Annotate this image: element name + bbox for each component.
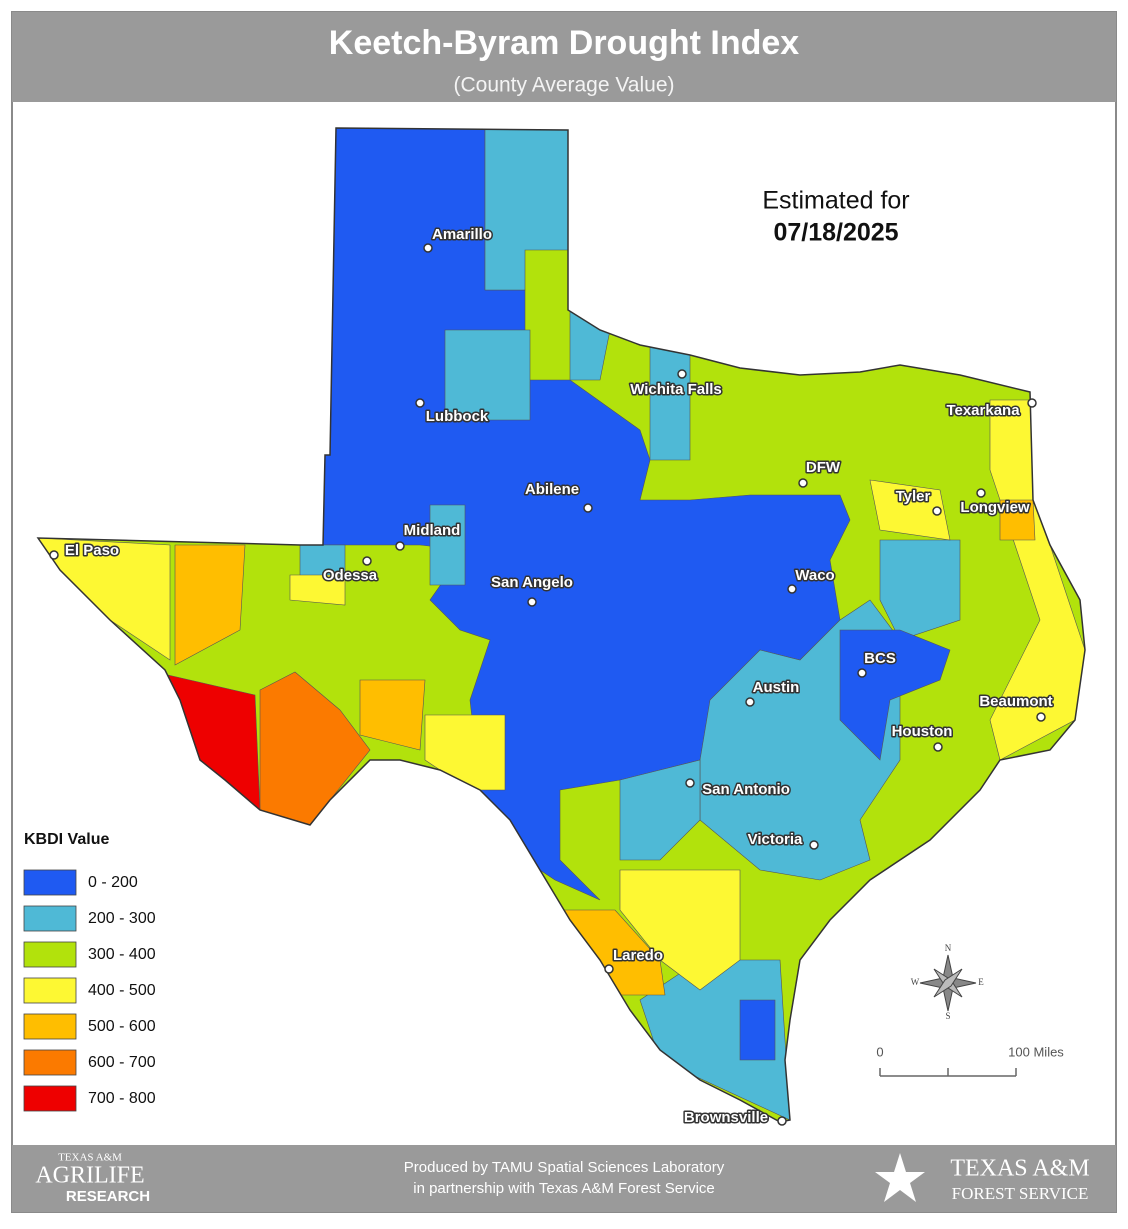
star-logo [875, 1153, 925, 1202]
city-dot [604, 964, 614, 974]
drought-region [484, 128, 571, 291]
legend-swatch [23, 1049, 77, 1076]
drought-region [839, 629, 951, 761]
logo-text: RESEARCH [66, 1188, 150, 1205]
city-label: Victoria [748, 831, 803, 848]
city-label: Lubbock [426, 408, 489, 425]
legend-label: 500 - 600 [88, 1018, 156, 1035]
drought-region [174, 544, 246, 666]
legend-swatch [23, 977, 77, 1004]
city-label: San Angelo [491, 574, 573, 591]
subtitle: (County Average Value) [453, 74, 674, 97]
city-dot [49, 550, 59, 560]
legend-swatch [23, 941, 77, 968]
drought-region [649, 344, 691, 461]
city-dot [933, 742, 943, 752]
city-label: San Antonio [702, 781, 790, 798]
compass-n: N [945, 943, 952, 953]
city-label: El Paso [65, 542, 119, 559]
city-dot [745, 697, 755, 707]
city-label: BCS [864, 650, 896, 667]
city-label: Brownsville [684, 1109, 768, 1126]
legend-swatch [23, 1013, 77, 1040]
city-dot [1027, 398, 1037, 408]
city-dot [787, 584, 797, 594]
city-label: Abilene [525, 481, 579, 498]
legend-label: 0 - 200 [88, 874, 138, 891]
city-dot [932, 506, 942, 516]
scale-start: 0 [876, 1044, 883, 1059]
legend-label: 600 - 700 [88, 1054, 156, 1071]
city-label: Longview [960, 499, 1030, 516]
city-label: DFW [806, 459, 841, 476]
compass: N E S W [911, 943, 985, 1021]
legend-swatch [23, 869, 77, 896]
city-dot [976, 488, 986, 498]
drought-region [619, 869, 741, 991]
city-label: Midland [404, 522, 461, 539]
city-dot [685, 778, 695, 788]
legend-title: KBDI Value [24, 831, 109, 848]
city-dot [1036, 712, 1046, 722]
drought-region [999, 499, 1036, 541]
estimate-label: Estimated for [762, 187, 909, 215]
legend-swatch [23, 1085, 77, 1112]
legend: 0 - 200 200 - 300 300 - 400 400 - 500 500 - … [23, 869, 156, 1112]
city-dot [423, 243, 433, 253]
city-dot [798, 478, 808, 488]
city-label: Laredo [613, 947, 663, 964]
city-label: Houston [892, 723, 953, 740]
city-label: Odessa [323, 567, 378, 584]
drought-region [869, 479, 951, 541]
logo-text: TEXAS A&M [950, 1156, 1089, 1182]
legend-label: 300 - 400 [88, 946, 156, 963]
city-label: Waco [795, 567, 834, 584]
city-label: Tyler [896, 488, 931, 505]
title: Keetch-Byram Drought Index [329, 24, 799, 62]
city-label: Texarkana [946, 402, 1020, 419]
drought-regions [38, 128, 1085, 1122]
logo-text: FOREST SERVICE [952, 1184, 1089, 1203]
city-dot [362, 556, 372, 566]
drought-region [739, 999, 776, 1061]
city-dot [857, 668, 867, 678]
city-label: Wichita Falls [630, 381, 722, 398]
scale-end: 100 Miles [1008, 1044, 1064, 1059]
compass-e: E [978, 977, 984, 987]
city-dot [677, 369, 687, 379]
city-dot [583, 503, 593, 513]
drought-region [429, 504, 466, 586]
drought-region [619, 759, 701, 861]
city-dot [809, 840, 819, 850]
scale-bar [879, 1068, 1017, 1077]
city-label: Austin [753, 679, 800, 696]
drought-region [444, 329, 531, 421]
estimate-date: 07/18/2025 [773, 219, 898, 247]
city-dot [527, 597, 537, 607]
legend-swatch [23, 905, 77, 932]
drought-region [289, 574, 346, 606]
footer-line: Produced by TAMU Spatial Sciences Labora… [404, 1159, 725, 1176]
city-label: Beaumont [979, 693, 1052, 710]
cities: Amarillo Lubbock Wichita Falls Texarkana DFW… [49, 224, 1054, 1127]
legend-label: 700 - 800 [88, 1090, 156, 1107]
header-band [12, 12, 1116, 102]
city-dot [415, 398, 425, 408]
drought-region [879, 539, 961, 641]
footer-line: in partnership with Texas A&M Forest Ser… [413, 1180, 715, 1197]
drought-region [359, 679, 426, 751]
footer-band [12, 1145, 1116, 1212]
compass-s: S [945, 1011, 950, 1021]
city-label: Amarillo [432, 226, 492, 243]
legend-label: 400 - 500 [88, 982, 156, 999]
city-dot [395, 541, 405, 551]
logo-text: TEXAS A&M [58, 1152, 122, 1164]
city-dot [777, 1116, 787, 1126]
compass-w: W [911, 977, 920, 987]
logo-text: AGRILIFE [35, 1163, 144, 1189]
legend-label: 200 - 300 [88, 910, 156, 927]
